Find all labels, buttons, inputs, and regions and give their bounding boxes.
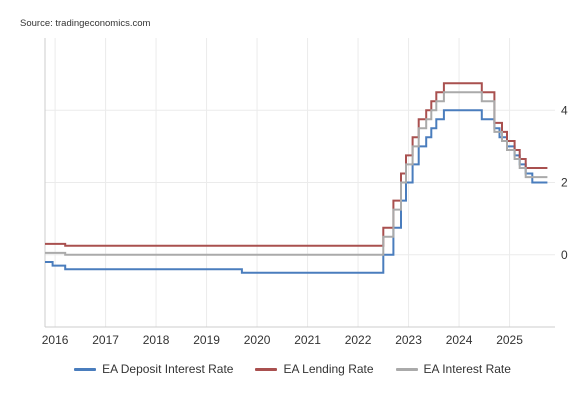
x-tick-label: 2021 [294, 333, 321, 347]
legend-label-deposit: EA Deposit Interest Rate [102, 362, 234, 376]
source-label: Source: tradingeconomics.com [20, 18, 151, 29]
y-tick-label: 4 [561, 103, 568, 117]
legend-swatch-deposit [74, 367, 97, 371]
series-line-2 [45, 91, 548, 256]
x-tick-label: 2023 [395, 333, 422, 347]
legend-label-interest: EA Interest Rate [423, 362, 511, 376]
x-tick-label: 2020 [244, 333, 271, 347]
legend-item-deposit[interactable]: EA Deposit Interest Rate [74, 362, 233, 376]
x-tick-label: 2024 [446, 333, 473, 347]
series-line-1 [45, 82, 548, 247]
legend-item-interest[interactable]: EA Interest Rate [395, 362, 511, 376]
series-line-0 [45, 109, 548, 274]
legend-item-lending[interactable]: EA Lending Rate [255, 362, 374, 376]
legend-swatch-lending [255, 367, 278, 371]
line-chart: 2016 2017 2018 2019 2020 2021 2022 2023 2024 2025… [42, 38, 568, 347]
x-tick-label: 2018 [143, 333, 170, 347]
x-tick-label: 2017 [92, 333, 119, 347]
x-tick-label: 2022 [345, 333, 372, 347]
y-tick-label: 0 [561, 248, 568, 262]
x-tick-label: 2016 [42, 333, 69, 347]
y-tick-label: 2 [561, 176, 568, 190]
legend-swatch-interest [395, 367, 418, 371]
legend-label-lending: EA Lending Rate [283, 362, 374, 376]
x-tick-label: 2025 [496, 333, 523, 347]
legend: EA Deposit Interest Rate EA Lending Rate… [0, 362, 585, 376]
x-tick-label: 2019 [193, 333, 220, 347]
